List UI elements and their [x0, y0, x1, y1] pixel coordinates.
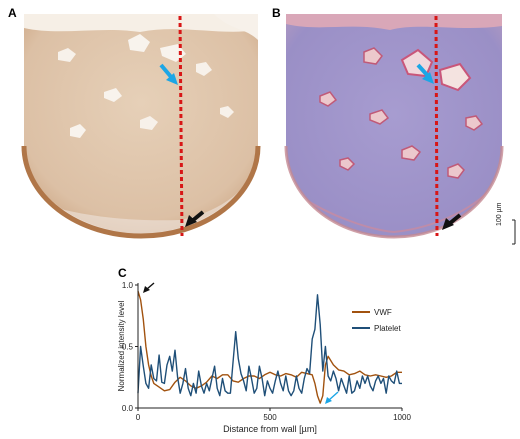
panel-label-a: A [8, 6, 17, 20]
measurement-line-a [178, 15, 184, 237]
chart-series [137, 290, 402, 404]
chart-blue-arrow [325, 391, 339, 404]
measurement-line-b [434, 15, 439, 237]
panel-label-b: B [272, 6, 281, 20]
chart-black-arrow [143, 282, 155, 293]
micrograph-a [21, 14, 261, 239]
black-arrow-a [185, 210, 205, 227]
x-tick-label: 0 [136, 413, 141, 422]
series-line-vwf [137, 290, 402, 404]
micrograph-b [284, 14, 504, 239]
panel-label-c: C [118, 266, 127, 280]
scale-bar [512, 219, 516, 245]
legend: VWF Platelet [352, 308, 401, 333]
tissue-voids-b [286, 14, 502, 234]
scale-bar-label: 100 µm [496, 202, 503, 227]
blue-arrow-a [159, 63, 178, 85]
x-tick-label: 500 [263, 413, 277, 422]
y-tick-label: 0.0 [122, 404, 134, 413]
vessel-wall-a [21, 145, 261, 239]
black-arrow-b [442, 213, 462, 230]
x-tick-label: 1000 [393, 413, 411, 422]
y-tick-label: 0.5 [122, 343, 134, 352]
vessel-wall-b [284, 145, 504, 239]
y-tick-label: 1.0 [122, 281, 134, 290]
legend-label-platelet: Platelet [374, 324, 401, 333]
chart-ticks: 0 500 1000 0.0 0.5 1.0 [122, 281, 412, 422]
chart-c: 0 500 1000 0.0 0.5 1.0 Distance from wall [µm… [117, 281, 411, 434]
legend-label-vwf: VWF [374, 308, 392, 317]
y-axis-label: Normalized intensity level [117, 300, 126, 391]
x-axis-label: Distance from wall [µm] [223, 424, 317, 434]
blue-arrow-b [416, 63, 434, 84]
series-line-platelet [137, 294, 402, 397]
